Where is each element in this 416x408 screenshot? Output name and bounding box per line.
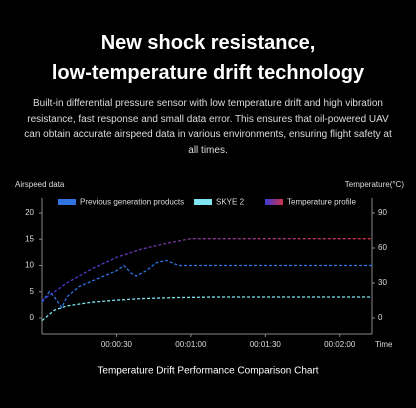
legend-swatch bbox=[194, 199, 212, 205]
series-line bbox=[41, 259, 372, 309]
y-tick-label: 0 bbox=[30, 313, 35, 322]
x-tick-label: 00:00:30 bbox=[101, 340, 133, 349]
description: Built-in differential pressure sensor wi… bbox=[24, 98, 392, 156]
y2-tick-label: 60 bbox=[378, 243, 387, 252]
x-tick-label: 00:02:00 bbox=[324, 340, 356, 349]
legend-swatch bbox=[58, 199, 76, 205]
y2-tick-label: 90 bbox=[378, 208, 387, 217]
y-tick-label: 20 bbox=[25, 208, 34, 217]
x-tick-label: 00:01:30 bbox=[250, 340, 282, 349]
y-tick-label: 15 bbox=[25, 234, 34, 243]
series-line bbox=[41, 238, 372, 302]
chart-title: Temperature Drift Performance Comparison… bbox=[97, 366, 318, 377]
y-axis-label: Airspeed data bbox=[15, 180, 65, 189]
x-tick-label: 00:01:00 bbox=[175, 340, 207, 349]
legend-label: SKYE 2 bbox=[216, 198, 245, 207]
y2-axis-label: Temperature(°C) bbox=[345, 180, 405, 189]
legend-label: Temperature profile bbox=[287, 198, 356, 207]
legend-swatch bbox=[265, 199, 283, 205]
y-tick-label: 10 bbox=[25, 261, 34, 270]
y2-tick-label: 30 bbox=[378, 278, 387, 287]
series-line bbox=[41, 296, 372, 322]
title-line: low-temperature drift technology bbox=[51, 62, 365, 84]
legend-label: Previous generation products bbox=[80, 198, 184, 207]
title-line: New shock resistance, bbox=[100, 32, 316, 54]
x-axis-label: Time bbox=[375, 340, 393, 349]
y-tick-label: 5 bbox=[30, 287, 35, 296]
y2-tick-label: 0 bbox=[378, 313, 383, 322]
